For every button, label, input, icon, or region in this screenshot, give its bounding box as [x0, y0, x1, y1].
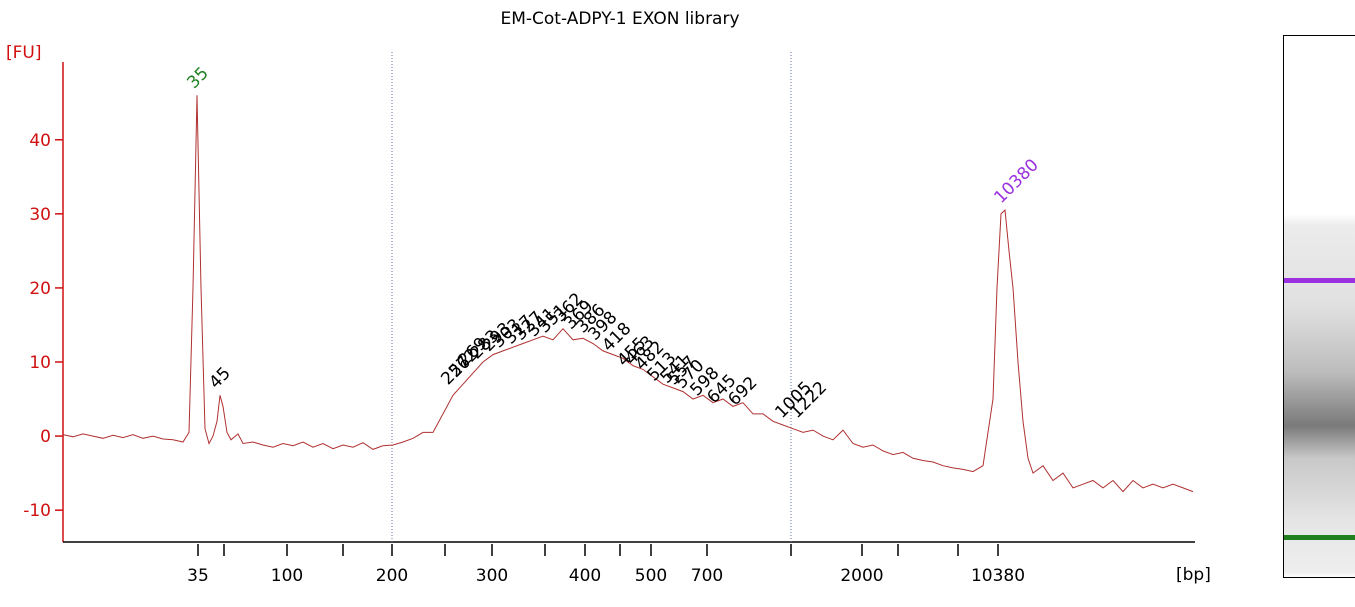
y-tick-label: 0 [40, 427, 51, 447]
peak-label: 35 [183, 63, 212, 92]
y-tick-label: 20 [29, 279, 51, 299]
x-tick-label: 2000 [840, 566, 883, 586]
x-tick-label: 10380 [971, 566, 1025, 586]
trace [62, 95, 1194, 493]
gel-frame [1283, 35, 1355, 578]
gel-lane [1283, 35, 1355, 578]
x-axis-label: [bp] [1176, 565, 1211, 585]
x-tick-label: 35 [187, 566, 209, 586]
chart-title: EM-Cot-ADPY-1 EXON library [500, 9, 739, 29]
x-tick-label: 200 [376, 566, 408, 586]
gel-band [1284, 535, 1355, 540]
gel-band [1284, 278, 1355, 283]
y-tick-label: 10 [29, 353, 51, 373]
x-tick-label: 700 [691, 566, 723, 586]
peak-label: 45 [205, 363, 234, 392]
x-tick-label: 400 [569, 566, 601, 586]
x-tick-label: 100 [271, 566, 303, 586]
y-tick-label: 30 [29, 205, 51, 225]
y-axis-label: [FU] [6, 43, 42, 63]
peak-label: 10380 [990, 155, 1042, 207]
x-tick-label: 300 [476, 566, 508, 586]
y-tick-label: -10 [23, 501, 51, 521]
y-tick-label: 40 [29, 131, 51, 151]
x-tick-label: 500 [635, 566, 667, 586]
